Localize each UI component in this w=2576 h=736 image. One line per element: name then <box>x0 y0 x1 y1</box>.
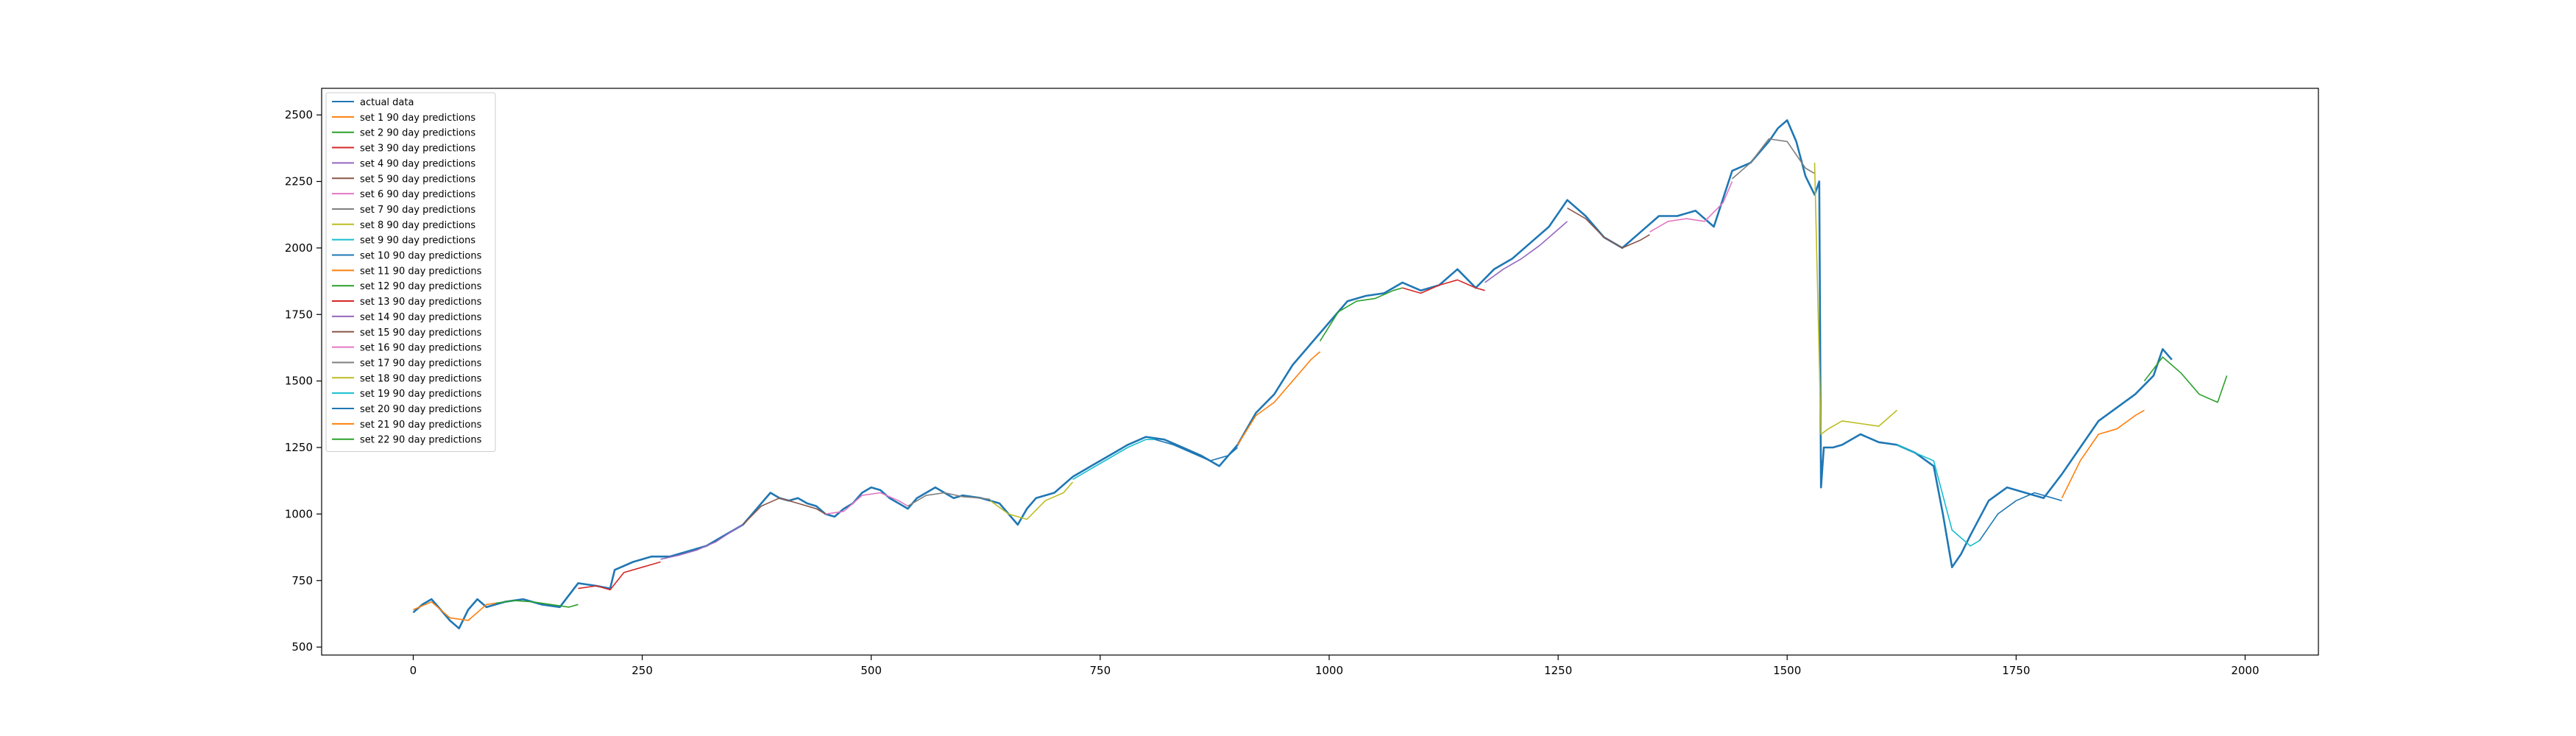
series-line-7 <box>907 492 991 507</box>
y-tick-label-1: 750 <box>291 574 313 587</box>
series-line-9 <box>1072 439 1156 481</box>
series-line-12 <box>1319 287 1403 342</box>
series-line-13 <box>1402 279 1485 294</box>
series-line-20 <box>1978 492 2062 542</box>
series-line-11 <box>1236 351 1321 445</box>
series-line-6 <box>825 492 908 515</box>
series-line-15 <box>1567 208 1650 249</box>
y-tick-label-7: 2250 <box>285 175 313 188</box>
legend-label-15: set 15 90 day predictions <box>360 328 482 339</box>
legend-label-7: set 7 90 day predictions <box>360 205 475 216</box>
x-axis: 0 250 500 750 1000 1250 1500 1750 2000 <box>410 655 2260 677</box>
legend-label-1: set 1 90 day predictions <box>360 113 475 124</box>
series-line-18 <box>1814 163 1898 435</box>
series-line-4 <box>660 524 743 560</box>
x-tick-label-7: 1750 <box>2002 664 2030 677</box>
legend-label-6: set 6 90 day predictions <box>360 189 475 200</box>
series-line-5 <box>742 497 826 526</box>
series-line-14 <box>1485 221 1568 283</box>
legend-label-21: set 21 90 day predictions <box>360 420 482 431</box>
legend: actual data set 1 90 day predictions set 2… <box>325 92 496 453</box>
y-tick-label-5: 1750 <box>285 308 313 321</box>
legend-label-0: actual data <box>360 97 414 108</box>
legend-label-20: set 20 90 day predictions <box>360 404 482 415</box>
series-line-8 <box>990 481 1074 520</box>
legend-box <box>325 92 496 453</box>
legend-label-3: set 3 90 day predictions <box>360 144 475 155</box>
legend-label-13: set 13 90 day predictions <box>360 297 482 308</box>
y-tick-label-0: 500 <box>291 640 313 654</box>
x-tick-label-8: 2000 <box>2231 664 2259 677</box>
x-tick-label-4: 1000 <box>1315 664 1343 677</box>
legend-label-17: set 17 90 day predictions <box>360 358 482 369</box>
x-tick-label-5: 1250 <box>1544 664 1572 677</box>
series-line-1 <box>413 601 496 621</box>
x-tick-label-6: 1500 <box>1773 664 1801 677</box>
series-line-21 <box>2061 409 2145 499</box>
y-axis: 500 750 1000 1250 1500 1750 2000 2250 2500 <box>285 108 322 654</box>
legend-label-4: set 4 90 day predictions <box>360 158 475 169</box>
x-tick-label-0: 0 <box>410 664 417 677</box>
series-line-3 <box>578 561 661 591</box>
legend-label-18: set 18 90 day predictions <box>360 373 482 384</box>
y-tick-label-3: 1250 <box>285 441 313 454</box>
legend-label-22: set 22 90 day predictions <box>360 435 482 446</box>
y-tick-label-8: 2500 <box>285 108 313 121</box>
series-line-22 <box>2143 356 2228 403</box>
y-tick-label-2: 1000 <box>285 507 313 520</box>
legend-label-10: set 10 90 day predictions <box>360 251 482 262</box>
legend-label-5: set 5 90 day predictions <box>360 174 475 185</box>
x-tick-label-2: 500 <box>860 664 882 677</box>
legend-label-11: set 11 90 day predictions <box>360 266 482 277</box>
x-tick-label-3: 750 <box>1090 664 1111 677</box>
series-line-10 <box>1155 439 1239 461</box>
legend-label-2: set 2 90 day predictions <box>360 128 475 139</box>
y-tick-label-6: 2000 <box>285 241 313 255</box>
series-line-0 <box>412 119 2173 630</box>
series-layer <box>412 119 2228 630</box>
legend-label-12: set 12 90 day predictions <box>360 281 482 292</box>
legend-label-16: set 16 90 day predictions <box>360 343 482 354</box>
legend-label-19: set 19 90 day predictions <box>360 389 482 400</box>
legend-label-8: set 8 90 day predictions <box>360 220 475 231</box>
legend-label-9: set 9 90 day predictions <box>360 236 475 247</box>
y-tick-label-4: 1500 <box>285 375 313 388</box>
series-line-2 <box>495 600 578 608</box>
series-line-17 <box>1731 138 1815 180</box>
legend-label-14: set 14 90 day predictions <box>360 312 482 323</box>
x-tick-label-1: 250 <box>631 664 653 677</box>
plot-frame <box>321 88 2319 656</box>
series-line-19 <box>1897 444 1980 547</box>
series-line-16 <box>1649 181 1733 233</box>
